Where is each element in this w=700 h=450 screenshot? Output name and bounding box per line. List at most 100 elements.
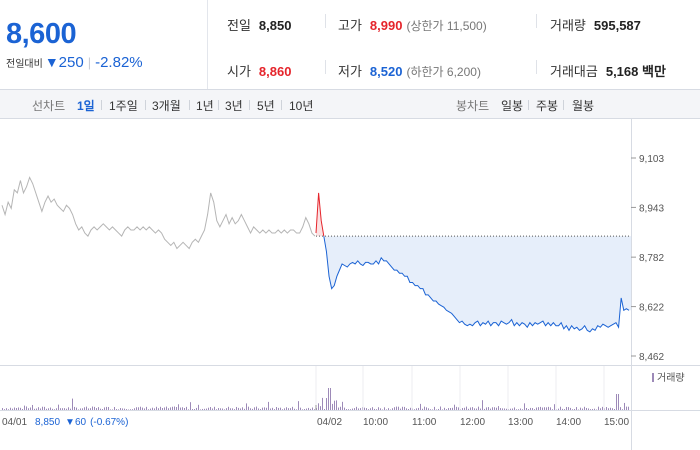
volume-bar <box>380 408 381 410</box>
volume-bar <box>358 408 359 410</box>
volume-bar <box>192 409 193 410</box>
down-arrow-icon: ▼ <box>44 54 59 70</box>
volume-bar <box>426 407 427 410</box>
prev-day-date: 04/01 <box>2 417 27 428</box>
volume-bar <box>310 408 311 410</box>
volume-legend-swatch <box>652 373 654 382</box>
volume-bar <box>90 408 91 410</box>
prev-close-label: 전일 <box>227 18 251 33</box>
current-price: 8,600 <box>6 18 77 50</box>
volume-bar <box>18 407 19 410</box>
volume-bar <box>244 408 245 410</box>
volume-bar <box>568 407 569 410</box>
volume-bar <box>408 408 409 410</box>
volume-bar <box>418 407 419 410</box>
volume-bar <box>26 406 27 410</box>
volume-bar <box>550 407 551 410</box>
volume-bar <box>280 407 281 410</box>
volume-bar <box>512 408 513 410</box>
divider <box>189 100 190 110</box>
high-stat: 고가 8,990 (상한가 11,500) <box>338 15 487 34</box>
divider <box>101 100 102 110</box>
volume-bar <box>372 407 373 410</box>
volume-bar <box>476 408 477 410</box>
volume-bar <box>526 407 527 410</box>
tab-candle-monthly[interactable]: 월봉 <box>572 99 595 113</box>
volume-bar <box>156 406 157 410</box>
volume-bar <box>420 403 421 410</box>
tab-period-3y[interactable]: 3년 <box>225 99 243 113</box>
tab-period-10y[interactable]: 10년 <box>289 99 314 113</box>
volume-bar <box>88 408 89 410</box>
prev-day-close: 8,850 <box>35 417 60 428</box>
volume-bar <box>276 407 277 410</box>
volume-bar <box>432 409 433 410</box>
volume-bar <box>404 406 405 410</box>
divider: | <box>87 55 92 70</box>
divider <box>249 100 250 110</box>
tab-period-1d[interactable]: 1일 <box>77 99 95 113</box>
volume-bar <box>224 409 225 410</box>
volume-bar <box>182 407 183 410</box>
volume-bar <box>446 409 447 410</box>
volume-bar <box>470 407 471 410</box>
volume-bar <box>36 408 37 410</box>
volume-bar <box>462 407 463 410</box>
volume-bar <box>414 409 415 410</box>
volume-bar <box>92 406 93 410</box>
volume-bar <box>106 406 107 410</box>
volume-bar <box>570 407 571 410</box>
low-stat: 저가 8,520 (하한가 6,200) <box>338 61 481 80</box>
volume-bar <box>306 408 307 410</box>
volume-bar <box>134 408 135 410</box>
volume-bar <box>146 406 147 410</box>
volume-bar <box>290 408 291 410</box>
volume-bar <box>472 407 473 410</box>
volume-bar <box>8 409 9 410</box>
volume-bar <box>436 409 437 410</box>
volume-bar <box>480 408 481 410</box>
volume-bar <box>348 409 349 410</box>
tab-period-1w[interactable]: 1주일 <box>109 99 138 113</box>
volume-bar <box>210 407 211 410</box>
volume-bar <box>478 406 479 410</box>
x-tick-label: 14:00 <box>556 417 581 428</box>
volume-bar <box>186 406 187 410</box>
today-price-line-up <box>315 192 325 237</box>
volume-bar <box>148 409 149 410</box>
volume-bar <box>396 406 397 410</box>
volume-bar <box>534 409 535 410</box>
volume-bar <box>576 407 577 410</box>
volume-bar <box>368 409 369 410</box>
volume-bar <box>150 408 151 410</box>
volume-bar <box>450 408 451 410</box>
volume-bar <box>514 407 515 410</box>
volume-bar <box>50 407 51 410</box>
volume-bar <box>522 409 523 410</box>
volume-bar <box>48 408 49 410</box>
volume-bar <box>238 407 239 410</box>
tab-candle-weekly[interactable]: 주봉 <box>536 99 559 113</box>
volume-bar <box>138 407 139 410</box>
tab-period-1y[interactable]: 1년 <box>196 99 214 113</box>
volume-bar <box>46 408 47 410</box>
volume-bar <box>566 406 567 410</box>
volume-bar <box>172 406 173 410</box>
volume-bar <box>564 409 565 410</box>
volume-bar <box>60 408 61 410</box>
volume-bar <box>100 408 101 410</box>
tab-period-5y[interactable]: 5년 <box>257 99 275 113</box>
divider <box>325 60 326 74</box>
volume-bar <box>346 409 347 410</box>
volume-bar <box>338 407 339 410</box>
volume-bar <box>188 409 189 410</box>
volume-bar <box>66 408 67 410</box>
volume-bar <box>360 408 361 410</box>
volume-bar <box>42 406 43 410</box>
tab-period-3m[interactable]: 3개월 <box>152 99 181 113</box>
volume-bar <box>260 409 261 410</box>
volume-bar <box>584 406 585 410</box>
volume-bar <box>502 408 503 410</box>
tab-candle-daily[interactable]: 일봉 <box>501 99 524 113</box>
volume-bar <box>64 408 65 410</box>
